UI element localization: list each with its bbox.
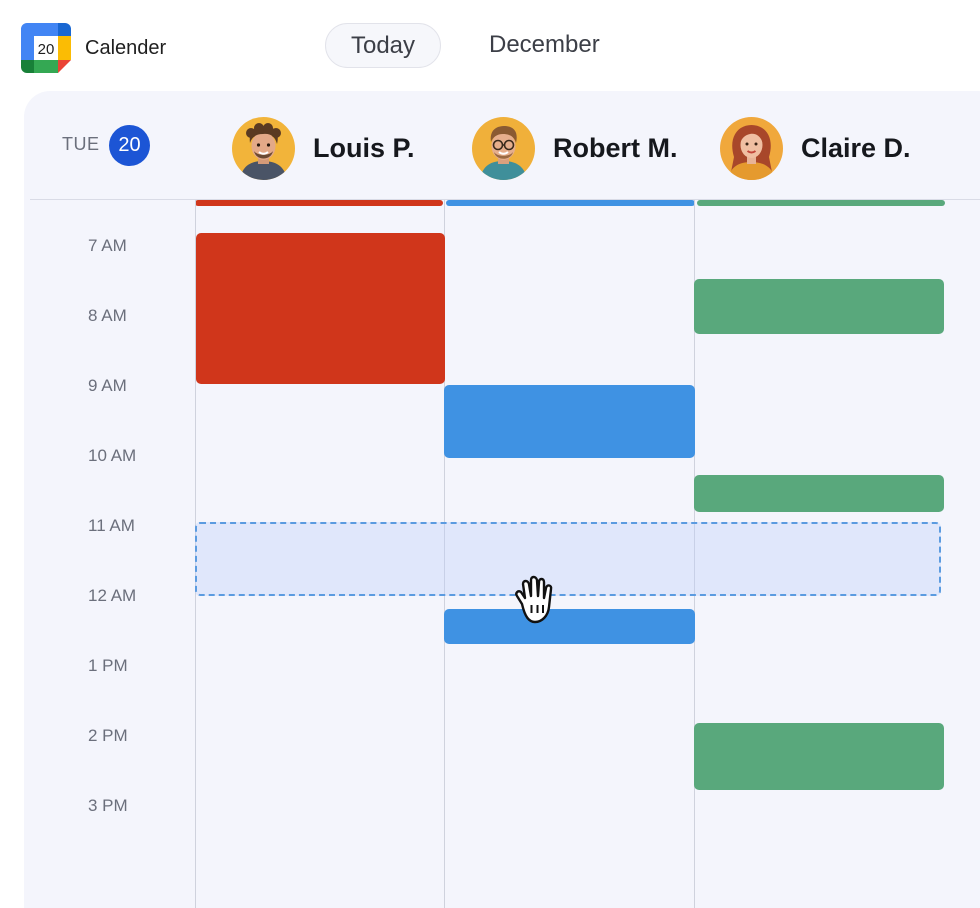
time-range-selection[interactable] <box>195 522 941 596</box>
weekday-label: TUE <box>62 134 100 154</box>
event-claire-8am[interactable] <box>694 279 944 334</box>
calendar-logo-icon: 20 <box>21 23 71 73</box>
person-header-robert[interactable]: Robert M. <box>472 116 678 180</box>
grab-hand-icon <box>508 574 558 628</box>
month-label[interactable]: December <box>489 31 600 58</box>
event-robert-12am[interactable] <box>444 609 695 644</box>
person-name: Louis P. <box>313 132 415 163</box>
today-button[interactable]: Today <box>325 23 441 68</box>
date-badge[interactable]: 20 <box>109 125 150 166</box>
time-label: 10 AM <box>88 446 137 465</box>
time-label: 11 AM <box>88 516 135 535</box>
time-label: 2 PM <box>88 726 128 745</box>
event-louis-7am[interactable] <box>196 233 445 384</box>
avatar <box>232 116 295 180</box>
app-title: Calender <box>85 37 167 59</box>
time-label: 1 PM <box>88 656 128 675</box>
time-label: 8 AM <box>88 306 127 325</box>
person-header-louis[interactable]: Louis P. <box>232 116 415 180</box>
avatar <box>472 116 535 180</box>
event-claire-10am[interactable] <box>694 475 944 512</box>
column-color-bar-robert <box>446 200 695 206</box>
time-label: 7 AM <box>88 236 127 255</box>
calendar-logo-day: 20 <box>38 41 55 58</box>
column-color-bar-louis <box>195 200 443 206</box>
event-claire-2pm[interactable] <box>694 723 944 790</box>
header-divider <box>30 199 980 200</box>
column-color-bar-claire <box>697 200 945 206</box>
time-label: 9 AM <box>88 376 127 395</box>
time-label: 12 AM <box>88 586 137 605</box>
avatar <box>720 116 783 180</box>
person-header-claire[interactable]: Claire D. <box>720 116 911 180</box>
time-label: 3 PM <box>88 796 128 815</box>
column-divider <box>444 200 445 908</box>
event-robert-9am[interactable] <box>444 385 695 458</box>
person-name: Claire D. <box>801 132 911 163</box>
top-bar: 20 Calender Today December <box>0 0 980 92</box>
column-divider <box>694 200 695 908</box>
person-name: Robert M. <box>553 132 678 163</box>
